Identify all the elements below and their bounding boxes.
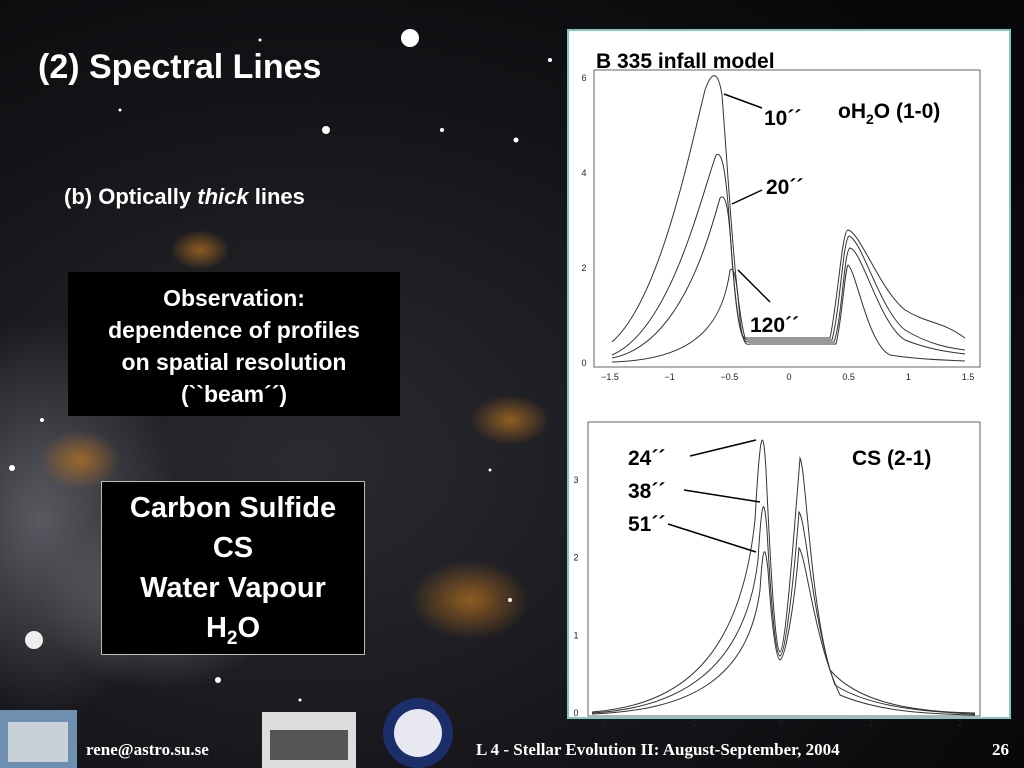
footer-course: L 4 - Stellar Evolution II: August-Septe… bbox=[476, 740, 840, 759]
box-line: Observation: bbox=[163, 285, 305, 311]
x-tick-label: 0 bbox=[778, 718, 783, 728]
x-tick-label: 1 bbox=[906, 372, 911, 382]
box-line: on spatial resolution bbox=[121, 349, 347, 375]
subtitle-text: (b) Optically bbox=[64, 184, 198, 209]
y-tick-label: 2 bbox=[581, 263, 586, 273]
beam-label: 120´´ bbox=[750, 314, 799, 337]
box-line: Carbon Sulfide bbox=[129, 492, 337, 524]
subtitle: (b) Optically thick lines bbox=[64, 184, 305, 210]
x-tick-label: 1 bbox=[868, 718, 873, 728]
subtitle-emphasis: thick bbox=[197, 184, 249, 209]
y-tick-label: 0 bbox=[573, 708, 578, 718]
box-line: dependence of profiles bbox=[108, 317, 360, 343]
beam-label: 20´´ bbox=[766, 176, 803, 199]
box-line: H2O bbox=[102, 608, 364, 659]
profile-curve bbox=[591, 546, 976, 716]
profile-curve bbox=[591, 506, 976, 715]
arrow bbox=[737, 269, 771, 303]
y-tick-label: 1 bbox=[573, 630, 578, 640]
observation-box: Observation: dependence of profiles on s… bbox=[68, 272, 400, 416]
beam-label: 10´´ bbox=[764, 107, 801, 130]
x-tick-label: 0 bbox=[786, 372, 791, 382]
box-line: CS bbox=[212, 532, 254, 564]
x-tick-label: −2 bbox=[597, 718, 607, 728]
formula-sub: 2 bbox=[226, 627, 238, 649]
x-tick-label: 2 bbox=[957, 718, 962, 728]
slide-title: (2) Spectral Lines bbox=[38, 48, 322, 86]
arrow bbox=[731, 189, 763, 205]
y-tick-label: 0 bbox=[581, 358, 586, 368]
arrow bbox=[683, 489, 761, 503]
beam-label: 38´´ bbox=[628, 480, 665, 503]
x-tick-label: −1 bbox=[686, 718, 696, 728]
beam-label: 51´´ bbox=[628, 513, 665, 536]
profile-curve bbox=[611, 264, 966, 363]
line-label-sub: 2 bbox=[866, 111, 874, 127]
line-label: oH2O (1-0) bbox=[838, 100, 940, 127]
figure-title: B 335 infall model bbox=[596, 50, 775, 73]
line-label-text: oH bbox=[838, 100, 866, 123]
x-tick-label: 1.5 bbox=[962, 372, 975, 382]
line-label: CS (2-1) bbox=[852, 447, 931, 470]
arrow bbox=[667, 523, 757, 553]
y-tick-label: 6 bbox=[581, 73, 586, 83]
footer-page: 26 bbox=[992, 740, 1009, 759]
x-tick-label: −1 bbox=[665, 372, 675, 382]
formula: H bbox=[205, 612, 227, 644]
beam-label: 24´´ bbox=[628, 447, 665, 470]
profile-curve bbox=[611, 196, 966, 359]
y-tick-label: 3 bbox=[573, 475, 578, 485]
x-tick-label: 0.5 bbox=[842, 372, 855, 382]
arrow bbox=[723, 93, 763, 109]
box-line: Water Vapour bbox=[140, 572, 326, 604]
box-line: (``beam´´) bbox=[180, 381, 288, 407]
footer-email: rene@astro.su.se bbox=[86, 740, 209, 759]
arrow bbox=[689, 439, 757, 457]
x-tick-label: −0.5 bbox=[720, 372, 738, 382]
y-tick-label: 4 bbox=[581, 168, 586, 178]
line-label-text: O (1-0) bbox=[874, 100, 941, 123]
subtitle-text: lines bbox=[248, 184, 305, 209]
x-tick-label: −1.5 bbox=[601, 372, 619, 382]
molecules-box: Carbon Sulfide CS Water Vapour H2O bbox=[101, 481, 365, 655]
formula: O bbox=[237, 612, 261, 644]
y-tick-label: 2 bbox=[573, 553, 578, 563]
profile-curve bbox=[611, 153, 966, 356]
